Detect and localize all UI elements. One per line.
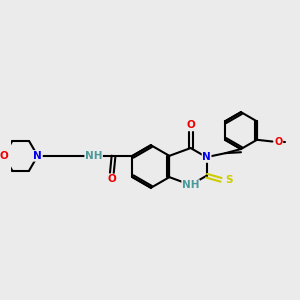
Text: O: O: [0, 151, 8, 161]
Text: N: N: [33, 151, 42, 161]
Text: O: O: [186, 120, 195, 130]
Text: N: N: [33, 151, 42, 161]
Text: O: O: [274, 136, 283, 146]
Text: N: N: [202, 152, 211, 162]
Text: NH: NH: [182, 180, 200, 190]
Text: S: S: [225, 175, 232, 185]
Text: O: O: [107, 174, 116, 184]
Text: NH: NH: [85, 151, 102, 161]
